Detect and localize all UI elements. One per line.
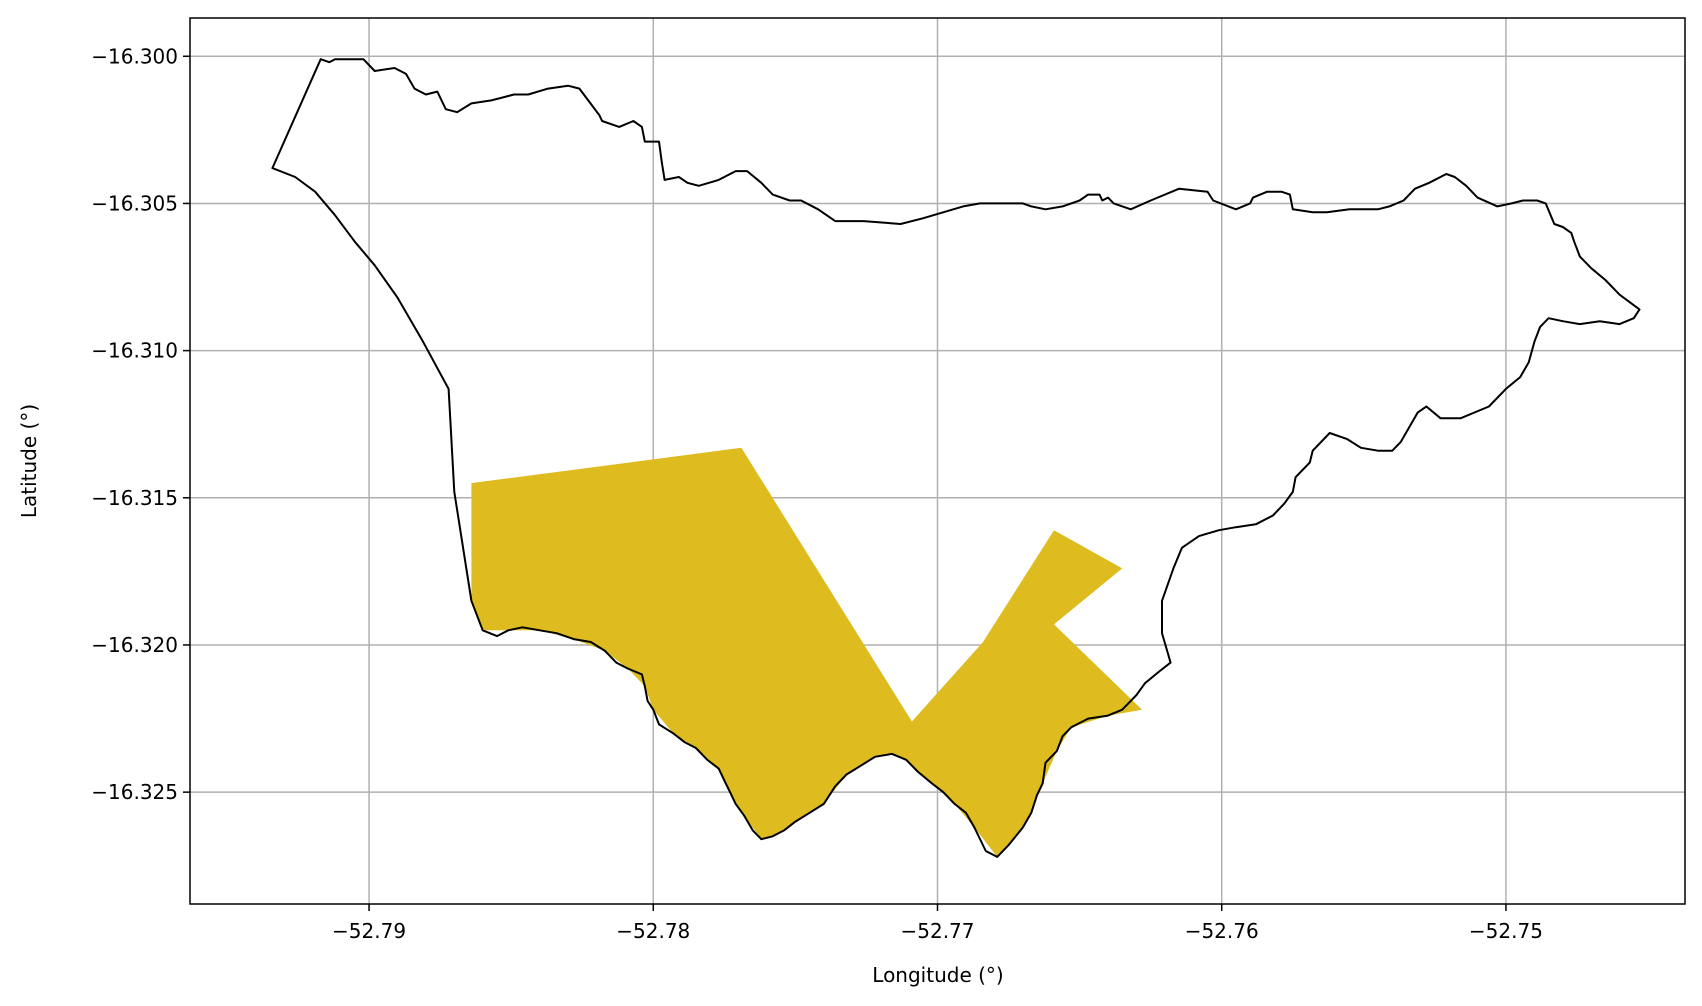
y-tick-label: −16.305 (91, 191, 178, 215)
y-tick-label: −16.315 (91, 486, 178, 510)
highlighted-region (471, 447, 1143, 857)
x-tick-label: −52.78 (616, 919, 690, 943)
y-tick-label: −16.320 (91, 633, 178, 657)
x-tick-label: −52.75 (1469, 919, 1543, 943)
y-tick-label: −16.325 (91, 780, 178, 804)
boundary-outline (271, 58, 1641, 858)
y-tick-label: −16.310 (91, 339, 178, 363)
x-tick-label: −52.79 (332, 919, 406, 943)
y-axis-ticks: −16.300 −16.305 −16.310 −16.315 −16.320 −16.3… (91, 44, 190, 804)
x-axis-ticks: −52.79 −52.78 −52.77 −52.76 −52.75 (332, 904, 1543, 943)
x-tick-label: −52.77 (900, 919, 974, 943)
y-axis-label: Latitude (°) (17, 404, 41, 518)
y-tick-label: −16.300 (91, 44, 178, 68)
grid-lines (190, 18, 1685, 904)
x-axis-label: Longitude (°) (872, 963, 1003, 987)
x-tick-label: −52.76 (1185, 919, 1259, 943)
map-layers (271, 58, 1641, 858)
